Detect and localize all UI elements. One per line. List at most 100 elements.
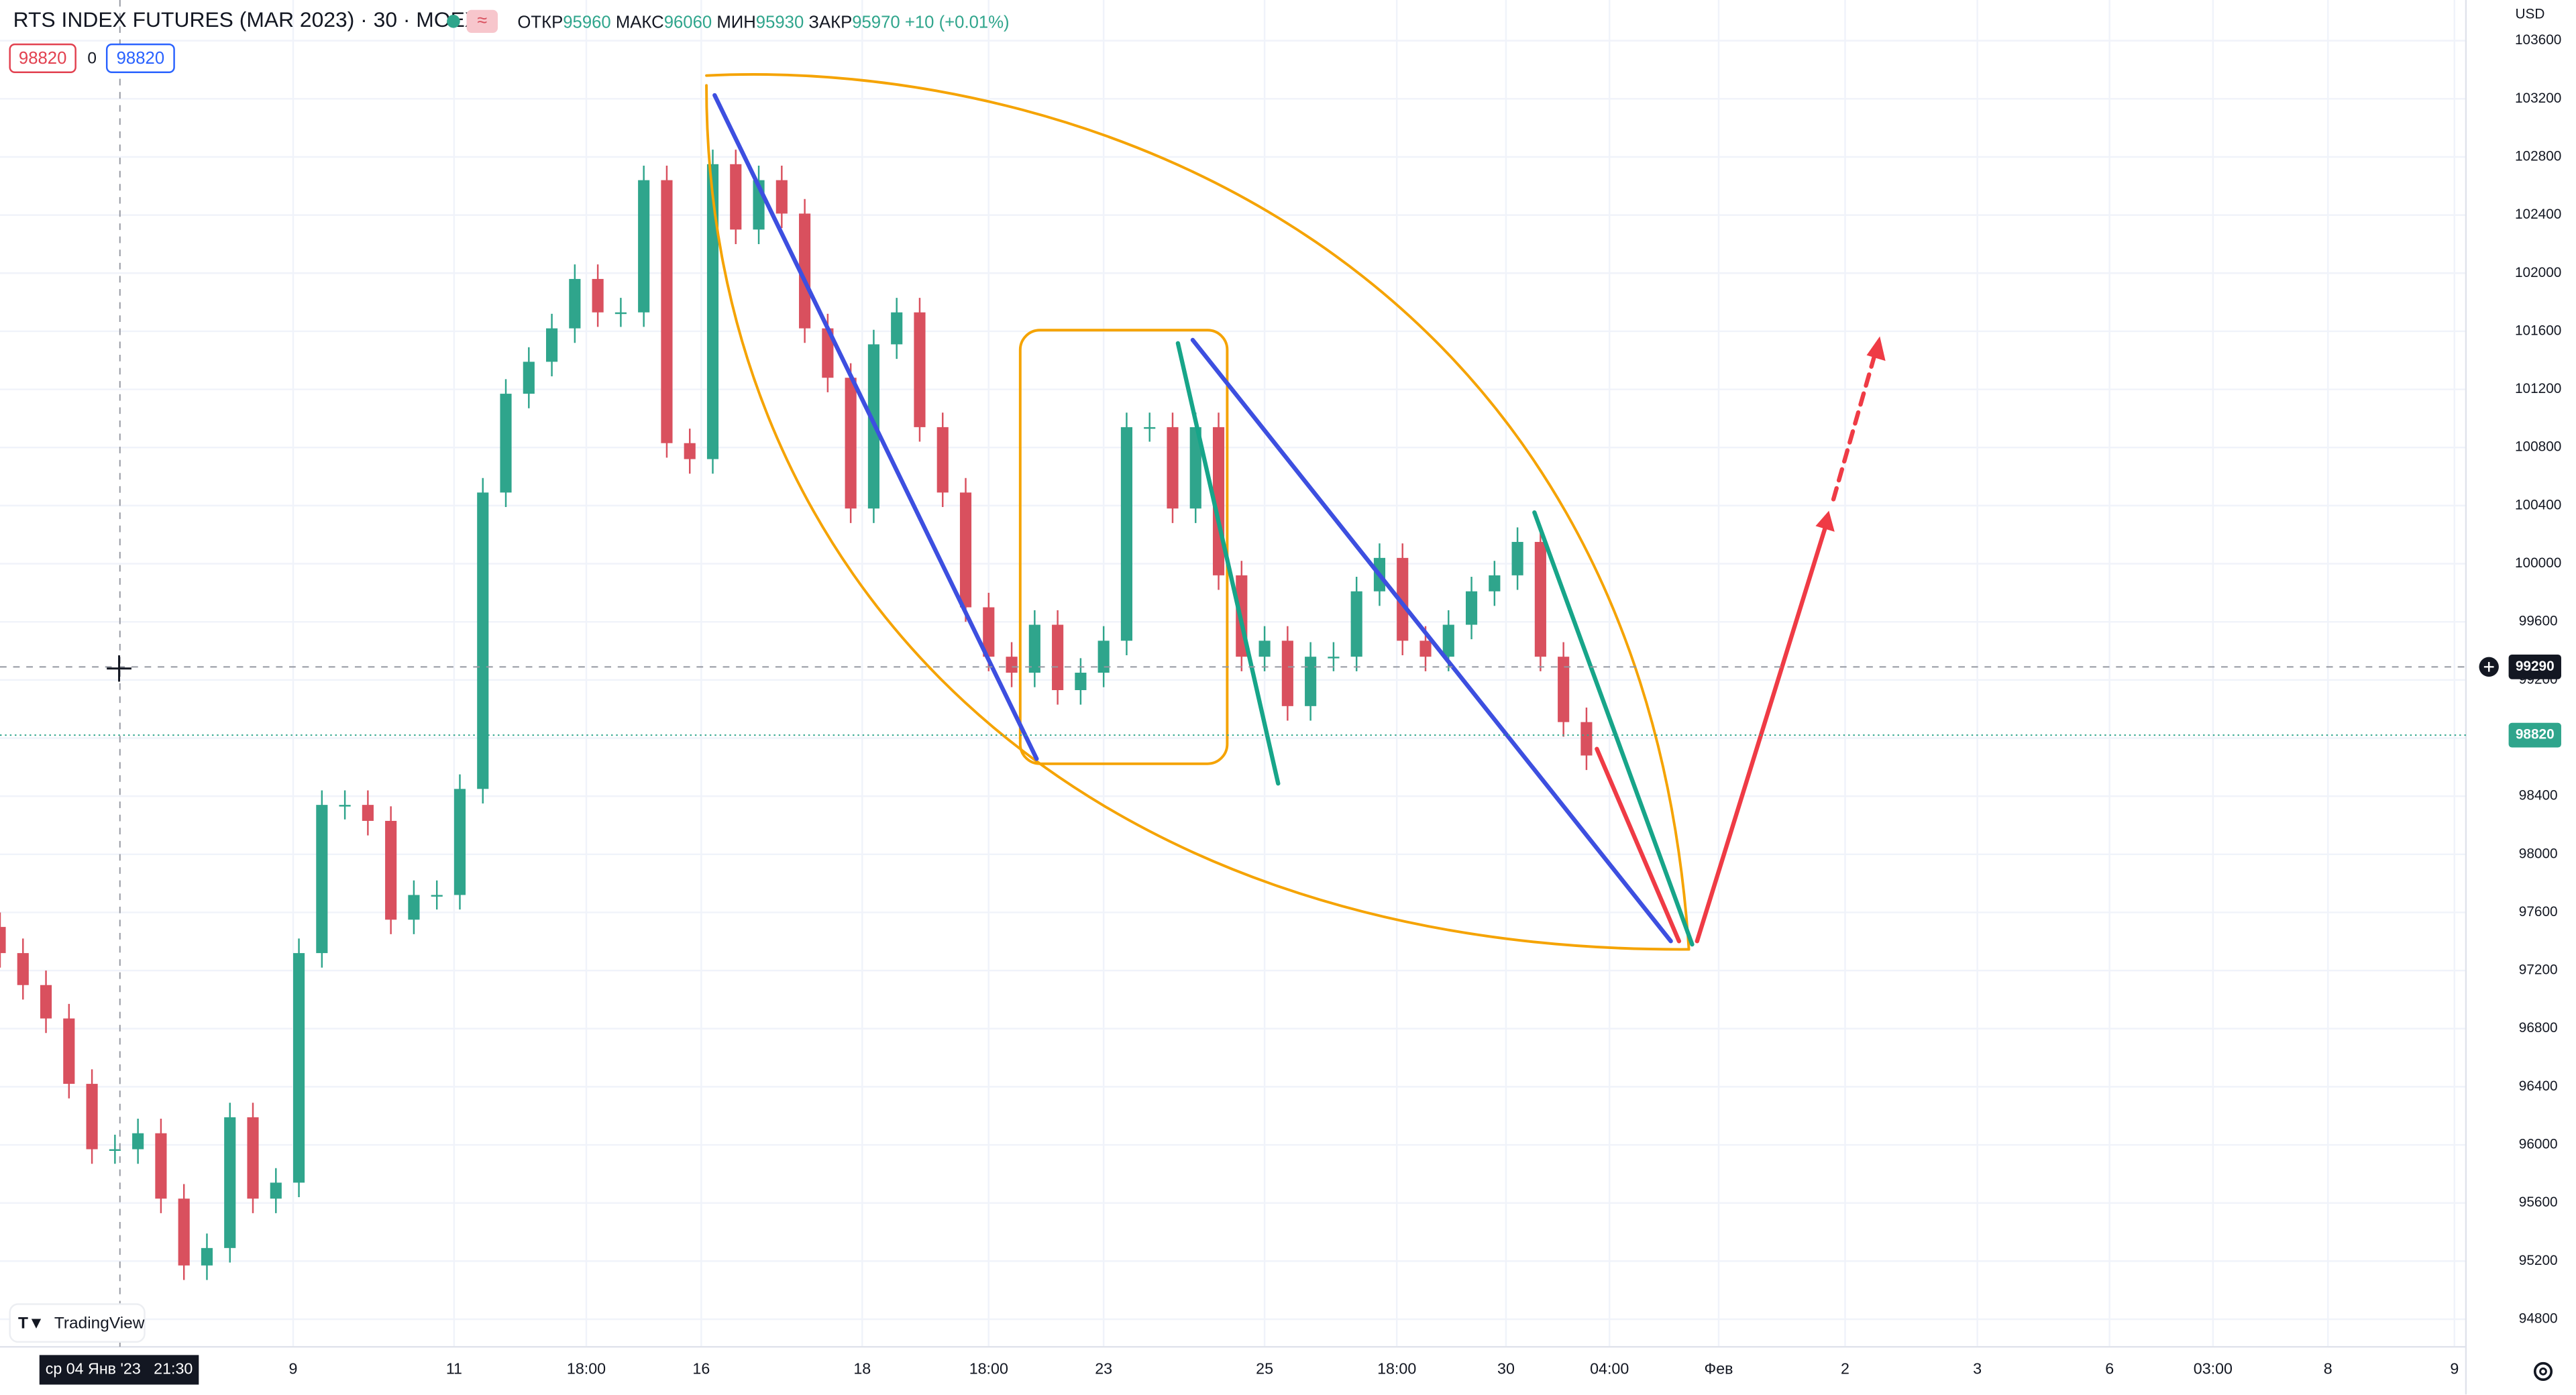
arrow-line xyxy=(1695,520,1829,944)
candle-body xyxy=(1442,624,1454,657)
indicator-badge[interactable] xyxy=(466,9,498,33)
cursor xyxy=(107,655,131,682)
candle-body xyxy=(706,164,719,459)
arc-bottom xyxy=(705,84,1690,951)
x-tick-label: 25 xyxy=(1256,1360,1273,1378)
y-tick-label: 99600 xyxy=(2519,614,2558,629)
candle-body xyxy=(822,328,834,378)
trend-line xyxy=(712,93,1039,761)
crosshair-time: ср 04 Янв '23 21:30 xyxy=(46,1360,193,1378)
candle-body xyxy=(569,278,581,329)
x-tick-label: 3 xyxy=(1973,1360,1982,1378)
crosshair-price-box xyxy=(2508,654,2561,679)
candle-body xyxy=(1580,722,1593,756)
settings-icon-core xyxy=(2539,1368,2547,1376)
x-tick-label: 18:00 xyxy=(567,1360,606,1378)
candle-body xyxy=(1558,657,1570,722)
x-tick-label: 2 xyxy=(1841,1360,1849,1378)
candle-body xyxy=(1534,542,1546,657)
y-tick-label: 100000 xyxy=(2515,555,2561,571)
arc-top xyxy=(705,72,1690,951)
ohlc-label: ЗАКР xyxy=(808,13,852,32)
arrow-line xyxy=(1595,746,1682,944)
candle-body xyxy=(730,164,742,230)
candle-body xyxy=(362,805,374,821)
candle-body xyxy=(178,1198,190,1266)
y-tick-label: 98000 xyxy=(2519,846,2558,861)
logo-text: TradingView xyxy=(54,1314,145,1332)
candle-body xyxy=(523,361,535,394)
candle-body xyxy=(1028,624,1040,673)
candle-body xyxy=(1397,557,1409,641)
spread: 0 xyxy=(87,50,97,68)
ohlc-label: МИН xyxy=(716,13,755,32)
y-tick-label: 102400 xyxy=(2515,207,2561,222)
y-tick-label: 102000 xyxy=(2515,265,2561,280)
change: +10 (+0.01%) xyxy=(905,13,1010,32)
candle-body xyxy=(316,805,328,954)
sell-badge[interactable] xyxy=(9,43,76,73)
candle-body xyxy=(1258,640,1271,657)
logo-box[interactable] xyxy=(9,1303,146,1343)
x-tick-label: 9 xyxy=(289,1360,298,1378)
arrow-head xyxy=(1815,510,1835,532)
grid xyxy=(0,0,2466,1347)
ohlc-label: МАКС xyxy=(616,13,664,32)
y-tick-label: 98400 xyxy=(2519,788,2558,803)
x-tick-label: 30 xyxy=(1497,1360,1515,1378)
x-tick-label: 16 xyxy=(692,1360,710,1378)
candle-body xyxy=(1489,575,1501,592)
candle-body xyxy=(891,312,903,345)
buy-badge[interactable] xyxy=(105,43,175,73)
candle-body xyxy=(453,789,466,895)
x-tick-label: 18 xyxy=(853,1360,871,1378)
y-tick-label: 102800 xyxy=(2515,148,2561,164)
arrow-line-dashed xyxy=(1831,347,1878,502)
ohlc-value: 96060 xyxy=(664,13,712,32)
candle-body xyxy=(17,953,29,985)
candle-body xyxy=(546,328,558,362)
currency[interactable]: USD xyxy=(2515,7,2544,22)
x-tick-label: 23 xyxy=(1095,1360,1112,1378)
candle-body xyxy=(1167,427,1179,509)
y-tick-label: 100800 xyxy=(2515,439,2561,455)
x-tick-label: 9 xyxy=(2450,1360,2459,1378)
candle-body xyxy=(1350,591,1362,657)
settings-icon[interactable] xyxy=(2533,1361,2553,1381)
candle-body xyxy=(959,492,972,608)
arrow-head xyxy=(1866,336,1886,361)
trend-line xyxy=(1190,337,1673,944)
ohlc-label: ОТКР xyxy=(517,13,563,32)
candle-body xyxy=(1120,427,1133,641)
y-tick-label: 96800 xyxy=(2519,1020,2558,1036)
candle-body xyxy=(775,180,788,214)
crosshair-time-box xyxy=(39,1355,199,1385)
candle-body xyxy=(431,895,443,897)
buy-price: 98820 xyxy=(117,49,164,68)
candle-body xyxy=(270,1182,282,1199)
candle-body xyxy=(684,443,696,459)
candle-body xyxy=(661,180,673,443)
candle-body xyxy=(63,1018,75,1084)
x-tick-label: 18:00 xyxy=(1377,1360,1416,1378)
candle-body xyxy=(638,180,650,313)
status-dot xyxy=(447,15,460,28)
candle-body xyxy=(1281,640,1293,706)
candle-body xyxy=(86,1084,98,1150)
candle-body xyxy=(1305,657,1317,706)
x-tick-label: 8 xyxy=(2324,1360,2332,1378)
add-alert-icon xyxy=(2483,661,2494,672)
y-tick-label: 96400 xyxy=(2519,1078,2558,1094)
candle-body xyxy=(132,1133,144,1150)
trend-line xyxy=(1532,510,1695,947)
y-tick-label: 103600 xyxy=(2515,32,2561,48)
sell-price: 98820 xyxy=(19,49,66,68)
candle-body xyxy=(1189,427,1201,509)
candle-body xyxy=(201,1247,213,1266)
ohlc-value: 95970 xyxy=(852,13,900,32)
x-tick-label: 03:00 xyxy=(2194,1360,2233,1378)
candle-body xyxy=(500,394,512,493)
crosshair-price-label: 99290 xyxy=(2516,659,2555,674)
y-tick-label: 101200 xyxy=(2515,381,2561,396)
